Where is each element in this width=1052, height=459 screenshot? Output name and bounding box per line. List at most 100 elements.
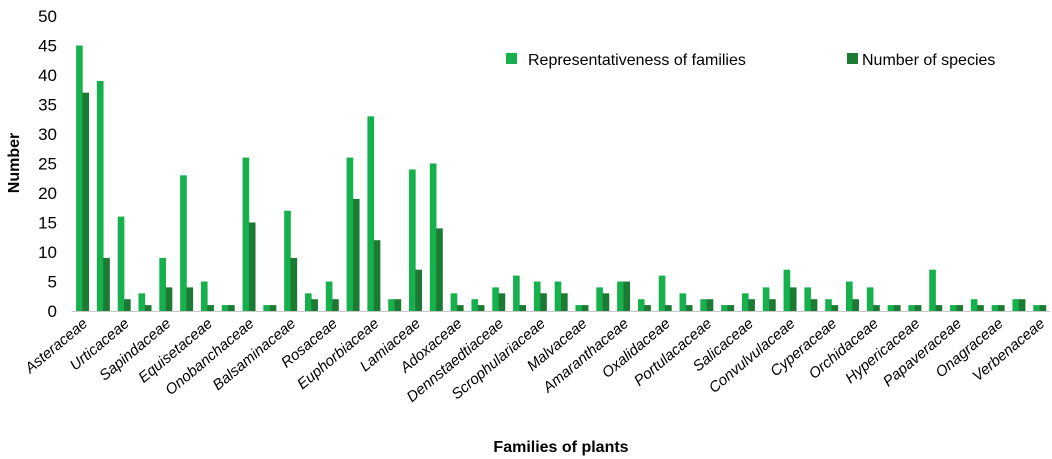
- y-tick-label: 25: [38, 155, 57, 174]
- bar-representativeness: [409, 169, 416, 311]
- bar-representativeness: [700, 299, 707, 311]
- bar-representativeness: [741, 293, 749, 311]
- bar-representativeness: [492, 287, 499, 311]
- bar-representativeness: [637, 299, 645, 311]
- bar-representativeness: [180, 175, 187, 311]
- bar-number-of-species: [810, 299, 818, 311]
- bar-number-of-species: [602, 293, 610, 311]
- bar-number-of-species: [706, 299, 714, 311]
- bar-representativeness: [617, 281, 624, 311]
- bar-representativeness: [138, 293, 146, 311]
- bar-representativeness: [845, 281, 853, 311]
- bar-number-of-species: [748, 299, 755, 311]
- bar-representativeness: [887, 305, 895, 311]
- bar-number-of-species: [415, 269, 422, 311]
- bar-representativeness: [658, 275, 666, 311]
- y-tick-label: 15: [38, 214, 57, 233]
- bar-number-of-species: [893, 305, 901, 311]
- bar-number-of-species: [997, 305, 1005, 311]
- y-tick-label: 30: [38, 125, 57, 144]
- bar-representativeness: [804, 287, 812, 311]
- bar-representativeness: [221, 305, 229, 311]
- bar-representativeness: [117, 216, 125, 311]
- bar-representativeness: [533, 281, 541, 311]
- bar-representativeness: [200, 281, 208, 311]
- bar-representativeness: [304, 293, 312, 311]
- bar-representativeness: [679, 293, 687, 311]
- y-tick-label: 5: [48, 273, 57, 292]
- bar-number-of-species: [561, 293, 568, 311]
- bar-representativeness: [554, 281, 562, 311]
- bar-number-of-species: [228, 305, 235, 311]
- bar-representativeness: [1033, 305, 1040, 311]
- bar-representativeness: [866, 287, 874, 311]
- bar-representativeness: [908, 305, 916, 311]
- y-tick-label: 40: [38, 66, 57, 85]
- legend-label: Representativeness of families: [528, 52, 746, 69]
- bar-number-of-species: [665, 305, 672, 311]
- bar-number-of-species: [394, 299, 402, 311]
- bar-representativeness: [991, 305, 999, 311]
- bar-number-of-species: [436, 228, 443, 311]
- bar-number-of-species: [540, 293, 547, 311]
- bar-number-of-species: [852, 299, 859, 311]
- bar-number-of-species: [269, 305, 277, 311]
- y-tick-label: 45: [38, 37, 57, 56]
- bar-number-of-species: [1039, 305, 1047, 311]
- legend: Representativeness of families Number of …: [506, 52, 995, 69]
- y-tick-label: 50: [38, 7, 57, 26]
- bar-number-of-species: [82, 92, 90, 311]
- y-axis-title: Number: [6, 133, 23, 193]
- x-axis-tick-labels: AsteraceaeUrticaceaeSapindaceaeEquisetac…: [21, 315, 1048, 406]
- bar-number-of-species: [581, 305, 589, 311]
- bar-number-of-species: [789, 287, 797, 311]
- bar-representativeness: [825, 299, 832, 311]
- bar-number-of-species: [352, 198, 360, 311]
- bar-number-of-species: [456, 305, 464, 311]
- bar-number-of-species: [498, 293, 506, 311]
- bar-number-of-species: [873, 305, 880, 311]
- bar-representativeness: [513, 275, 520, 311]
- bar-number-of-species: [477, 305, 485, 311]
- y-tick-label: 10: [38, 243, 57, 262]
- bar-representativeness: [762, 287, 770, 311]
- bar-representativeness: [1012, 299, 1020, 311]
- bar-number-of-species: [644, 305, 651, 311]
- x-axis-title: Families of plants: [493, 439, 628, 456]
- bar-number-of-species: [144, 305, 152, 311]
- bar-representativeness: [596, 287, 603, 311]
- bar-representativeness: [783, 269, 791, 311]
- bar-representativeness: [950, 305, 957, 311]
- bar-representativeness: [96, 80, 104, 312]
- bar-representativeness: [242, 157, 250, 311]
- bar-number-of-species: [165, 287, 173, 311]
- bar-number-of-species: [977, 305, 984, 311]
- bar-representativeness: [159, 257, 166, 311]
- bar-representativeness: [284, 210, 291, 311]
- bar-number-of-species: [727, 305, 735, 311]
- bar-number-of-species: [623, 281, 631, 311]
- bar-number-of-species: [935, 305, 943, 311]
- bar-number-of-species: [311, 299, 318, 311]
- y-axis-ticks: 0 5 10 15 20 25 30 35 40 45 50: [38, 7, 57, 321]
- bar-representativeness: [346, 157, 354, 311]
- bar-representativeness: [450, 293, 458, 311]
- y-tick-label: 35: [38, 96, 57, 115]
- bar-number-of-species: [186, 287, 194, 311]
- y-tick-label: 0: [48, 302, 57, 321]
- bar-representativeness: [325, 281, 333, 311]
- bar-representativeness: [367, 116, 375, 311]
- bar-number-of-species: [207, 305, 214, 311]
- bar-number-of-species: [956, 305, 964, 311]
- bar-number-of-species: [332, 299, 339, 311]
- bar-representativeness: [970, 299, 978, 311]
- bar-number-of-species: [685, 305, 693, 311]
- bar-representativeness: [929, 269, 936, 311]
- legend-swatch: [506, 53, 517, 64]
- bar-representativeness: [76, 45, 83, 311]
- bar-representativeness: [388, 299, 395, 311]
- bar-number-of-species: [914, 305, 922, 311]
- bar-number-of-species: [124, 299, 131, 311]
- legend-label: Number of species: [862, 52, 995, 69]
